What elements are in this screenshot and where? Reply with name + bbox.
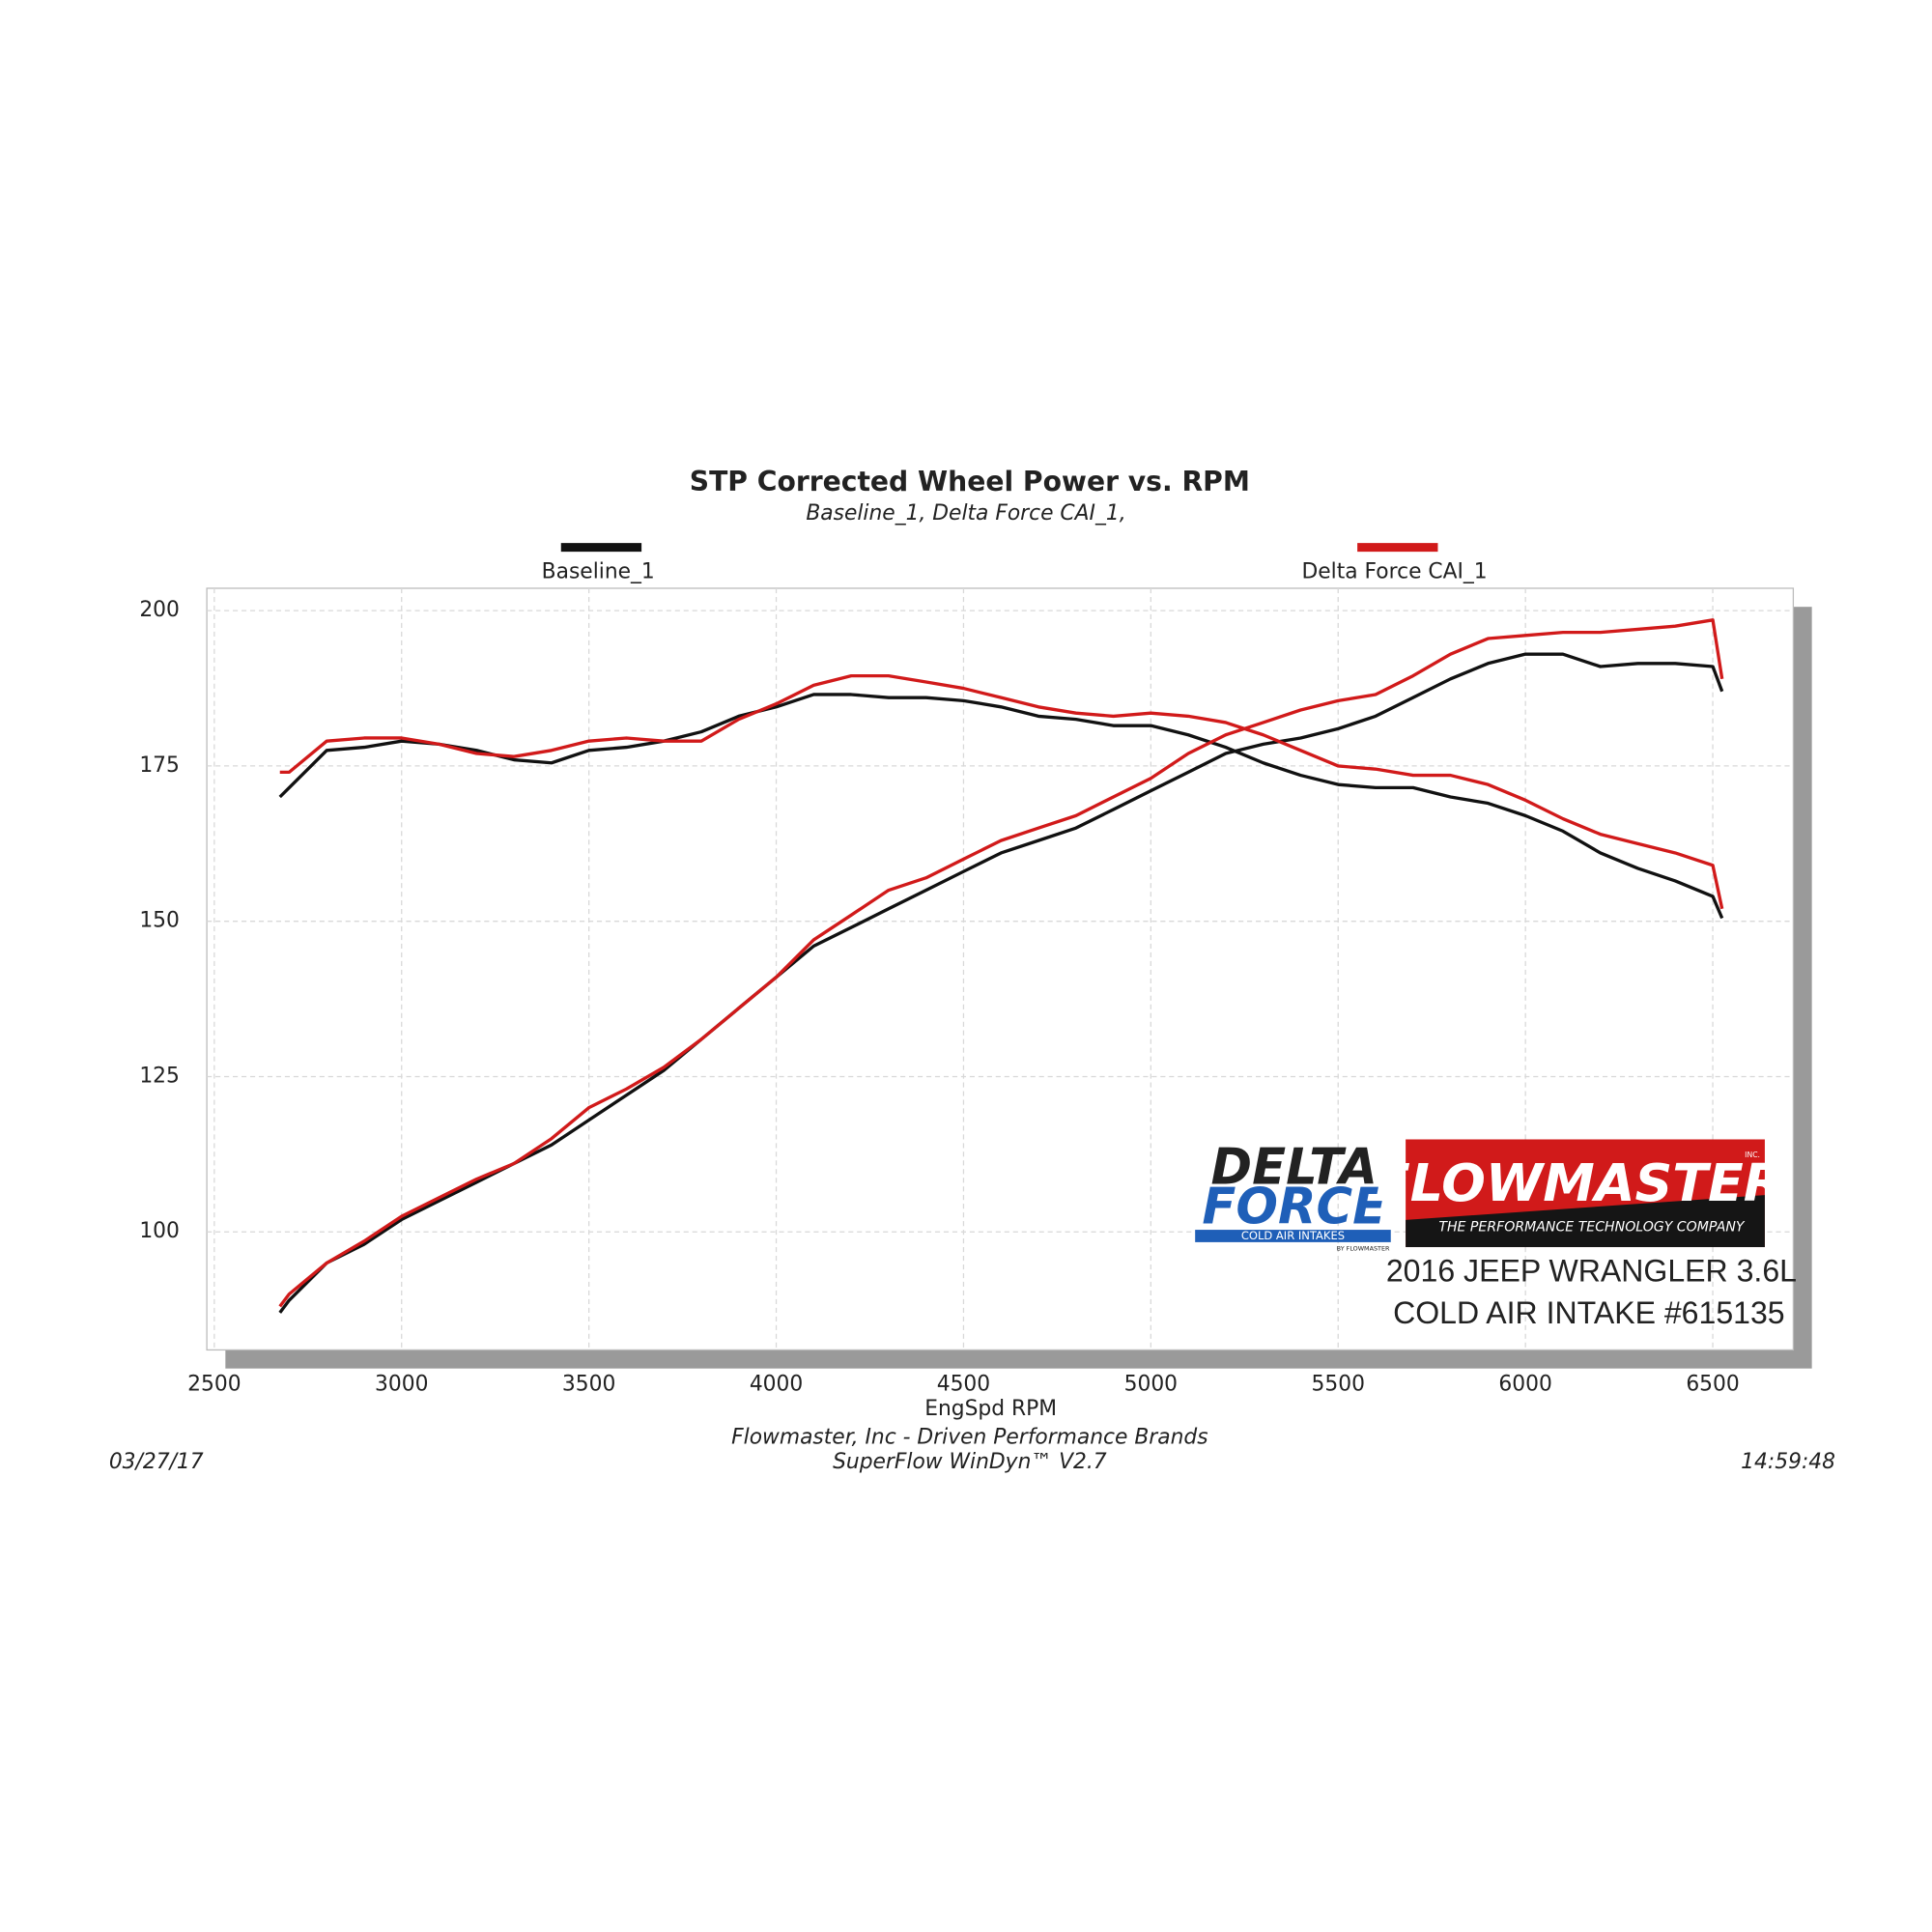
x-tick-label: 4500 [937,1372,990,1396]
x-tick-label: 5000 [1124,1372,1178,1396]
chart-title: STP Corrected Wheel Power vs. RPM [690,466,1250,497]
y-tick-label: 150 [139,909,180,933]
legend-label: Delta Force CAI_1 [1302,559,1488,583]
x-tick-label: 6500 [1686,1372,1739,1396]
footer-line: Flowmaster, Inc - Driven Performance Bra… [731,1425,1208,1449]
caption-line: 2016 JEEP WRANGLER 3.6L [1386,1253,1797,1288]
logo-stripe [1406,1195,1765,1248]
footer-line: SuperFlow WinDyn™ V2.7 [833,1450,1107,1474]
y-tick-label: 200 [139,598,180,622]
x-axis-label: EngSpd RPM [924,1397,1057,1421]
delta-force-logo: DELTA FORCE COLD AIR INTAKES BY FLOWMAST… [1195,1139,1391,1252]
x-tick-label: 3500 [562,1372,615,1396]
logo-text: FORCE [1202,1179,1386,1236]
logo-band [1195,1230,1391,1242]
time: 14:59:48 [1741,1450,1835,1474]
x-tick-label: 4000 [750,1372,803,1396]
flowmaster-logo: FLOWMASTER INC. THE PERFORMANCE TECHNOLO… [1375,1139,1783,1248]
y-tick-label: 125 [139,1064,180,1088]
date: 03/27/17 [109,1450,204,1474]
legend-label: Baseline_1 [542,559,655,583]
caption-line: COLD AIR INTAKE #615135 [1393,1295,1785,1330]
logo-text: DELTA [1211,1139,1378,1197]
x-tick-label: 2500 [187,1372,241,1396]
x-tick-label: 3000 [375,1372,428,1396]
series-line [278,618,1724,1308]
logo-text: THE PERFORMANCE TECHNOLOGY COMPANY [1438,1220,1746,1236]
logo-text: BY FLOWMASTER [1337,1244,1390,1252]
y-tick-label: 100 [139,1219,180,1243]
y-tick-label: 175 [139,753,180,778]
chart-subtitle: Baseline_1, Delta Force CAI_1, [806,501,1125,526]
series-line [279,673,1724,910]
logo-text: COLD AIR INTAKES [1241,1229,1345,1242]
x-tick-label: 5500 [1312,1372,1365,1396]
logo-text: INC. [1745,1151,1760,1159]
x-tick-label: 6000 [1498,1372,1551,1396]
logo-text: FLOWMASTER [1375,1152,1783,1213]
